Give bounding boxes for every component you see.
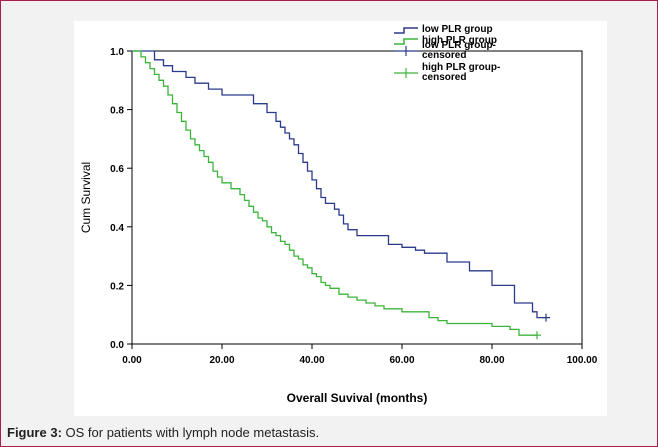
caption-label: Figure 3: — [7, 425, 62, 440]
y-axis-label: Cum Survival — [79, 162, 93, 233]
y-tick-label: 0.2 — [110, 281, 124, 292]
legend-line-swatch — [394, 38, 418, 45]
legend-censor-swatch — [394, 46, 418, 56]
series-layer — [132, 50, 550, 340]
censor-mark — [542, 313, 550, 322]
x-tick-label: 100.00 — [567, 355, 598, 366]
y-tick-label: 0.6 — [110, 164, 124, 175]
caption-text: OS for patients with lymph node metastas… — [61, 425, 320, 440]
x-axis-label: Overall Suvival (months) — [287, 391, 428, 405]
x-tick-label: 40.00 — [299, 355, 324, 366]
x-tick-label: 0.00 — [122, 355, 142, 366]
plot-panel: 0.0 0.2 0.4 0.6 0.8 1.0 0.00 20.00 40.00 60.00 80.… — [74, 21, 607, 416]
legend-censor-swatch — [394, 68, 418, 78]
censor-mark — [533, 331, 541, 340]
legend-label: low PLR group-censored — [422, 40, 496, 61]
survival-chart: 0.0 0.2 0.4 0.6 0.8 1.0 0.00 20.00 40.00 60.00 80.… — [79, 24, 598, 405]
x-tick-label: 20.00 — [209, 355, 234, 366]
legend-line-swatch — [394, 27, 418, 34]
series-line-1 — [132, 50, 537, 336]
y-tick-label: 0.4 — [110, 223, 124, 234]
legend-label: low PLR group — [422, 24, 493, 35]
y-tick-label: 0.8 — [110, 106, 124, 117]
y-tick-label: 0.0 — [110, 340, 124, 351]
plot-border — [131, 50, 583, 345]
axes: 0.0 0.2 0.4 0.6 0.8 1.0 0.00 20.00 40.00 60.00 80.… — [79, 47, 598, 405]
series-line-0 — [132, 50, 546, 319]
legend-label: high PLR group-censored — [422, 62, 500, 83]
legend-label: high PLR group — [422, 35, 497, 46]
x-tick-label: 80.00 — [479, 355, 504, 366]
x-tick-label: 60.00 — [389, 355, 414, 366]
y-tick-label: 1.0 — [110, 47, 124, 58]
figure-caption: Figure 3: OS for patients with lymph nod… — [7, 425, 319, 440]
